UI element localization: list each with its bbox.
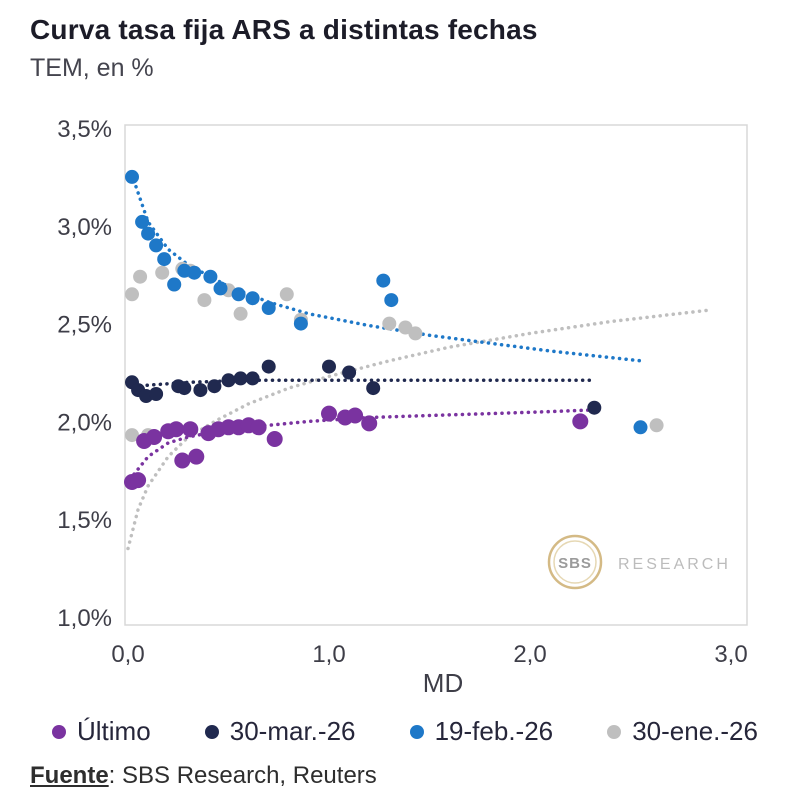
- page-subtitle: TEM, en %: [30, 54, 154, 82]
- data-point-30-ene-26: [125, 428, 139, 443]
- data-point-19-feb-26: [167, 277, 182, 292]
- data-point-30-ene-26: [649, 418, 664, 433]
- data-point-30-mar-26: [322, 359, 336, 374]
- data-point-19-feb-26: [376, 273, 391, 288]
- data-point-30-mar-26: [342, 365, 357, 380]
- data-point-30-mar-26: [207, 379, 222, 394]
- legend-item-30-ene-26: 30-ene.-26: [607, 716, 758, 747]
- data-point-19-feb-26: [149, 238, 164, 253]
- data-point-30-mar-26: [587, 400, 602, 415]
- data-point-19-feb-26: [141, 226, 156, 241]
- x-axis-tick-label: 3,0: [714, 641, 747, 668]
- data-point-ultimo: [146, 429, 163, 445]
- plot-area: [124, 124, 748, 626]
- y-axis-tick-label: 3,5%: [57, 116, 112, 143]
- data-point-ultimo: [188, 448, 205, 465]
- x-axis-tick-label: 0,0: [111, 641, 144, 668]
- watermark: SBS RESEARCH: [547, 534, 731, 590]
- watermark-brand-text: RESEARCH: [618, 556, 731, 573]
- data-point-30-ene-26: [197, 293, 212, 308]
- legend-marker-30-ene-26: [607, 724, 622, 739]
- data-point-19-feb-26: [213, 281, 228, 296]
- source-label: Fuente: [30, 762, 109, 789]
- x-axis-tick-label: 1,0: [312, 641, 345, 668]
- source-text: : SBS Research, Reuters: [108, 762, 377, 789]
- legend-label-30-mar-26: 30-mar.-26: [229, 716, 356, 746]
- data-points: [124, 169, 664, 490]
- trend-line-19-feb-26: [134, 184, 643, 363]
- data-point-30-ene-26: [233, 306, 248, 321]
- y-axis-tick-label: 2,0%: [57, 409, 112, 436]
- data-point-ultimo: [174, 452, 191, 469]
- data-point-19-feb-26: [187, 265, 202, 280]
- data-point-19-feb-26: [231, 287, 246, 302]
- data-point-30-mar-26: [193, 383, 208, 398]
- axes: 1,0% 1,5% 2,0% 2,5% 3,0% 3,5% 0,0 1,0 2,0 3,0: [57, 116, 747, 668]
- data-point-19-feb-26: [384, 293, 399, 308]
- legend-label-ultimo: Último: [77, 716, 151, 746]
- data-point-ultimo: [361, 415, 378, 432]
- data-point-19-feb-26: [135, 214, 150, 229]
- legend-item-19-feb-26: 19-feb.-26: [409, 716, 554, 747]
- data-point-ultimo: [130, 472, 147, 489]
- data-point-19-feb-26: [157, 252, 172, 267]
- data-point-30-mar-26: [149, 387, 164, 401]
- data-point-ultimo: [572, 413, 589, 430]
- chart-header: Curva tasa fija ARS a distintas fechas T…: [30, 14, 538, 83]
- data-point-19-feb-26: [245, 291, 260, 306]
- legend-label-19-feb-26: 19-feb.-26: [434, 716, 554, 746]
- data-point-ultimo: [266, 431, 283, 447]
- legend-marker-30-mar-26: [204, 724, 219, 739]
- data-point-30-mar-26: [366, 381, 381, 396]
- data-point-30-mar-26: [177, 381, 192, 396]
- data-point-19-feb-26: [633, 420, 648, 435]
- legend-marker-ultimo: [52, 724, 66, 739]
- data-point-30-mar-26: [221, 373, 236, 388]
- legend: Último 30-mar.-26 19-feb.-26 30-ene.-26: [52, 716, 758, 747]
- trend-line-30-ene-26: [126, 308, 713, 551]
- watermark-inner-ring: [553, 540, 597, 584]
- data-point-19-feb-26: [261, 301, 276, 315]
- y-axis-tick-label: 1,5%: [57, 507, 112, 534]
- x-axis-tick-label: 2,0: [513, 641, 546, 668]
- legend-item-30-mar-26: 30-mar.-26: [204, 716, 356, 747]
- page-title: Curva tasa fija ARS a distintas fechas: [30, 14, 538, 45]
- data-point-ultimo: [321, 405, 337, 422]
- data-point-ultimo: [250, 419, 267, 436]
- watermark-logo-text: SBS: [558, 555, 592, 572]
- legend-label-30-ene-26: 30-ene.-26: [632, 716, 758, 746]
- data-point-19-feb-26: [125, 169, 139, 184]
- data-point-ultimo: [168, 421, 185, 438]
- y-axis-tick-label: 1,0%: [57, 605, 112, 632]
- data-point-30-mar-26: [261, 359, 276, 374]
- watermark-outer-ring: [547, 534, 603, 590]
- data-point-ultimo: [182, 421, 199, 438]
- legend-marker-19-feb-26: [409, 724, 424, 739]
- y-axis-tick-label: 2,5%: [57, 312, 112, 339]
- data-point-30-mar-26: [245, 371, 260, 386]
- data-point-30-ene-26: [408, 326, 423, 341]
- data-point-30-mar-26: [233, 371, 248, 386]
- trend-line-30-mar-26: [132, 378, 593, 388]
- rate-curve-chart: 1,0% 1,5% 2,0% 2,5% 3,0% 3,5% 0,0 1,0 2,0 3,0 SBS…: [57, 116, 748, 698]
- data-point-19-feb-26: [293, 316, 308, 331]
- data-point-30-ene-26: [125, 287, 139, 302]
- data-point-30-ene-26: [133, 269, 148, 284]
- data-point-19-feb-26: [203, 269, 218, 284]
- legend-item-ultimo: Último: [52, 716, 151, 747]
- data-point-30-ene-26: [382, 316, 397, 331]
- data-point-30-ene-26: [279, 287, 294, 302]
- trend-lines: [126, 184, 713, 551]
- data-point-ultimo: [347, 407, 364, 424]
- data-point-30-ene-26: [155, 265, 170, 280]
- source-line: Fuente: SBS Research, Reuters: [30, 762, 377, 790]
- x-axis-title: MD: [423, 668, 463, 698]
- y-axis-tick-label: 3,0%: [57, 214, 112, 241]
